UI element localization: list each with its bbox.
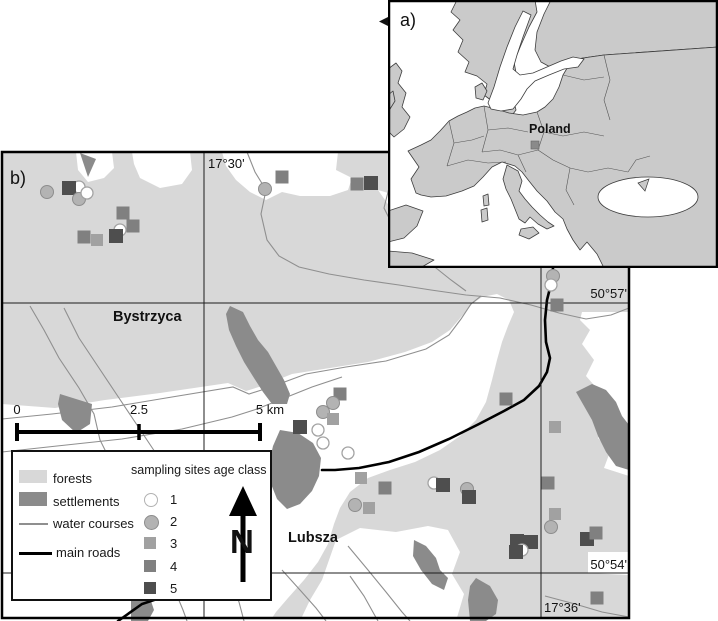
sampling-site-age-5 (293, 420, 307, 434)
country-borders-layer (446, 54, 651, 206)
scalebar-label-0: 0 (13, 402, 20, 417)
sampling-site-age-3 (363, 502, 375, 514)
sampling-site-age-3 (91, 234, 103, 246)
sampling-site-age-4 (378, 481, 392, 495)
sampling-site-age-4 (350, 177, 364, 191)
sampling-site-age-4 (275, 170, 289, 184)
panel-a-label: a) (400, 10, 416, 30)
age-class-4-label: 4 (170, 559, 178, 574)
sampling-site-age-3 (355, 472, 367, 484)
age-class-5-marker (144, 582, 156, 594)
age-class-1-marker (144, 493, 158, 507)
sampling-site-age-2 (544, 520, 558, 534)
europe-inset-map: Poland a) (388, 0, 718, 268)
small-arrow-icon (379, 17, 388, 26)
sampling-site-age-5 (364, 176, 378, 190)
sea-layer (487, 10, 699, 218)
sampling-sites-header: sampling sites age class (131, 463, 267, 477)
legend-item-settlements: settlements (53, 494, 120, 509)
sampling-site-age-4 (590, 591, 604, 605)
map-legend: forests settlements water courses main r… (11, 450, 272, 601)
scalebar: 0 2.5 5 km (13, 402, 284, 441)
sampling-sites-layer (40, 170, 604, 605)
sampling-site-age-4 (550, 298, 564, 312)
legend-item-forests: forests (53, 471, 93, 486)
place-label-lubsza: Lubsza (288, 530, 339, 546)
sampling-site-age-4 (589, 526, 603, 540)
sampling-site-age-3 (327, 413, 339, 425)
inset-border (388, 0, 718, 268)
longitude-label-left: 17°30' (208, 156, 245, 171)
settlements-layer (58, 153, 629, 621)
sampling-site-age-3 (549, 421, 561, 433)
panel-b-label: b) (10, 168, 26, 188)
water-courses-swatch (19, 523, 48, 525)
longitude-label-right: 17°36' (544, 600, 581, 615)
main-map-border (0, 150, 631, 620)
north-arrow-icon: N (229, 486, 257, 582)
main-roads-swatch (19, 552, 52, 555)
scalebar-label-5km: 5 km (256, 402, 284, 417)
place-label-bystrzyca: Bystrzyca (113, 309, 182, 325)
sampling-site-age-5 (62, 181, 76, 195)
scalebar-label-2-5: 2.5 (130, 402, 148, 417)
age-class-4-marker (144, 560, 156, 572)
sampling-site-age-5 (109, 229, 123, 243)
latitude-label-top: 50°57' (590, 286, 627, 301)
sampling-site-age-1 (80, 186, 94, 200)
sampling-site-age-1 (311, 423, 325, 437)
country-label-poland: Poland (529, 122, 571, 136)
sampling-site-age-2 (348, 498, 362, 512)
sampling-site-age-3 (549, 508, 561, 520)
sampling-site-age-4 (499, 392, 513, 406)
age-class-1-label: 1 (170, 492, 178, 507)
sampling-site-age-2 (40, 185, 54, 199)
age-class-3-marker (144, 537, 156, 549)
sampling-site-age-4 (77, 230, 91, 244)
sampling-site-age-5 (509, 545, 523, 559)
sampling-site-age-1 (544, 278, 558, 292)
legend-item-water-courses: water courses (53, 516, 134, 531)
sampling-site-age-2 (326, 396, 340, 410)
crimea-peninsula (637, 178, 650, 192)
sampling-site-age-4 (116, 206, 130, 220)
age-class-3-label: 3 (170, 536, 178, 551)
age-class-2-label: 2 (170, 514, 178, 529)
sampling-site-age-1 (316, 436, 330, 450)
sampling-site-age-1 (341, 446, 355, 460)
latitude-label-bottom: 50°54' (590, 557, 627, 572)
legend-item-main-roads: main roads (56, 545, 121, 560)
sampling-site-age-2 (316, 405, 330, 419)
sampling-site-age-4 (541, 476, 555, 490)
north-label: N (230, 523, 254, 560)
settlements-swatch (19, 492, 47, 506)
sampling-site-age-5 (436, 478, 450, 492)
age-class-5-label: 5 (170, 581, 178, 596)
sampling-site-age-2 (258, 182, 272, 196)
sampling-site-age-5 (462, 490, 476, 504)
forests-swatch (19, 470, 47, 483)
age-class-2-marker (144, 515, 159, 530)
study-area-marker (530, 140, 540, 150)
sampling-site-age-4 (126, 219, 140, 233)
sampling-site-age-5 (524, 535, 538, 549)
